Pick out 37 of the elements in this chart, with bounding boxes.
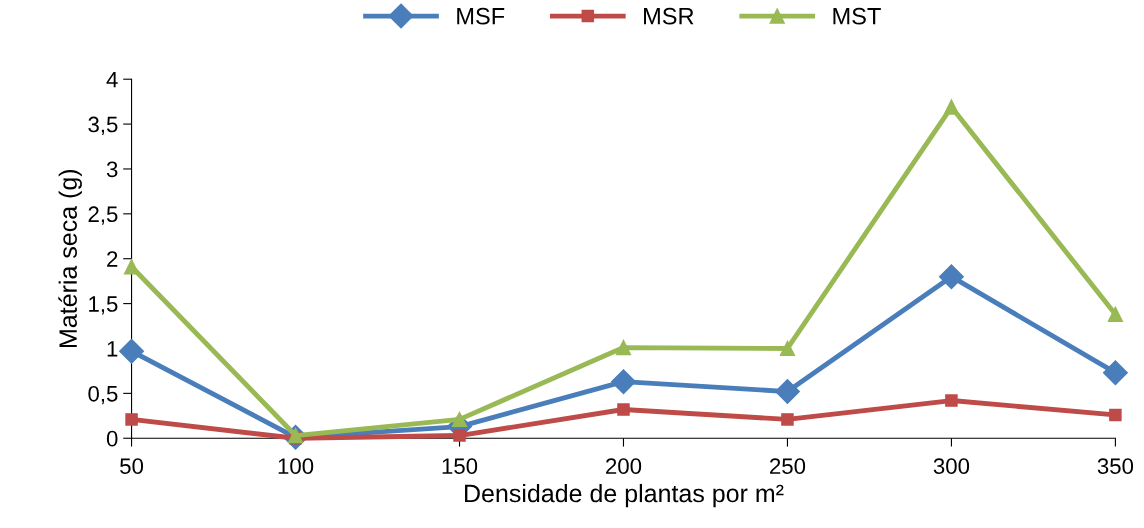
y-tick-label: 2,5	[88, 206, 118, 225]
point	[945, 394, 958, 407]
x-tick-label: 300	[933, 458, 970, 475]
y-tick-label: 3,5	[88, 116, 118, 135]
x-tick-label: 100	[278, 458, 314, 475]
x-tick-label: 350	[1097, 458, 1134, 475]
point	[1107, 306, 1124, 323]
point	[453, 429, 466, 442]
legend-label: MSR	[644, 7, 694, 25]
x-tick-label: 50	[120, 458, 144, 475]
y-tick-label: 1	[107, 341, 118, 357]
point	[125, 413, 138, 426]
point	[123, 259, 140, 275]
y-tick-label: 0,5	[88, 385, 118, 405]
y-tick-label: 0	[106, 430, 118, 447]
point	[1109, 408, 1122, 422]
point	[774, 379, 800, 405]
point	[119, 338, 145, 364]
y-tick-label: 1,5	[89, 296, 118, 315]
x-axis-title: Densidade de plantas por m²	[465, 483, 784, 508]
point	[617, 403, 630, 416]
x-tick-label: 200	[606, 458, 642, 475]
y-tick-label: 4	[106, 71, 118, 88]
point	[611, 369, 636, 395]
legend-label: MSF	[457, 7, 505, 25]
point	[781, 413, 794, 426]
y-axis-title: Matéria seca (g)	[58, 169, 82, 347]
y-tick-label: 2	[107, 251, 118, 267]
point	[1102, 360, 1128, 386]
y-tick-label: 3	[106, 161, 118, 178]
point	[615, 339, 632, 356]
x-tick-label: 150	[442, 458, 478, 475]
point	[779, 340, 796, 357]
legend-label: MST	[833, 7, 881, 25]
point	[943, 99, 960, 115]
x-tick-label: 250	[770, 458, 806, 475]
point	[938, 264, 964, 290]
